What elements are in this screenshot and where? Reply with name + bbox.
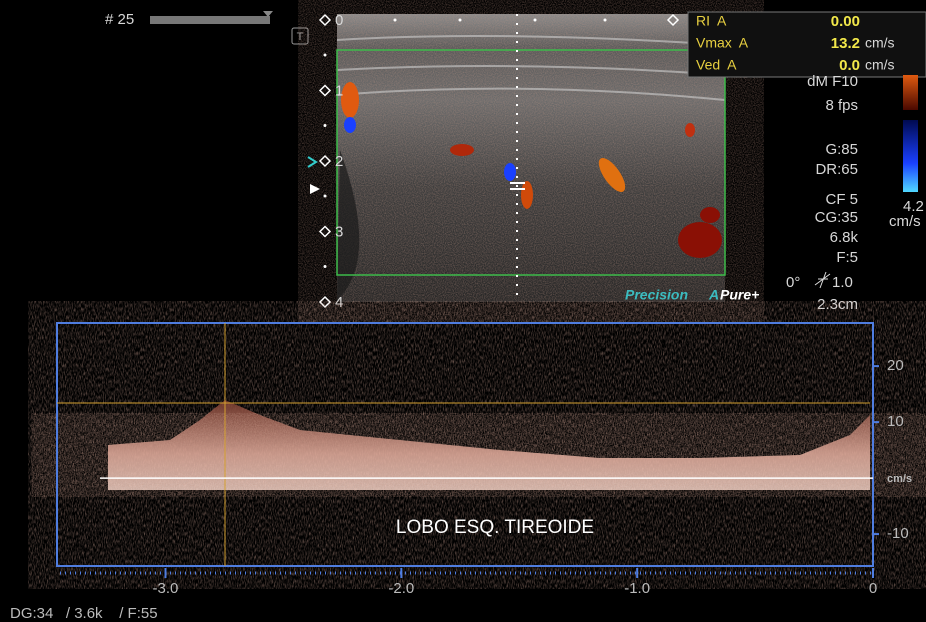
parameter: DR:65: [815, 161, 858, 178]
measurement-unit: cm/s: [865, 57, 895, 73]
ultrasound-screen: # 25 T 01234 RI A0.00Vmax A13.2cm/sVed A…: [0, 0, 926, 622]
angle: 0°: [786, 274, 800, 291]
depth-dot: [324, 195, 327, 198]
measurement-value: 0.0: [839, 57, 860, 74]
focus-marker: [310, 184, 320, 194]
page: # 25 T 01234 RI A0.00Vmax A13.2cm/sVed A…: [0, 0, 926, 622]
top-dot: [394, 19, 397, 22]
y-tick-label: -10: [887, 525, 909, 542]
b-mode-texture: [337, 14, 725, 302]
focal-marker: [308, 157, 316, 167]
depth-label: 4: [335, 294, 343, 311]
measurement-value: 0.00: [831, 13, 860, 30]
frame-number: # 25: [105, 11, 134, 28]
top-dot: [534, 19, 537, 22]
depth-label: 2: [335, 153, 343, 170]
y-tick-label: 10: [887, 413, 904, 430]
y-unit: cm/s: [887, 473, 912, 485]
depth-diamond: [320, 156, 330, 166]
parameter: 8 fps: [825, 97, 858, 114]
depth-dot: [324, 54, 327, 57]
depth-diamond: [320, 297, 330, 307]
x-tick-label: 0: [869, 580, 877, 597]
parameter: CF 5: [825, 191, 858, 208]
steer-icon: [815, 272, 830, 288]
measurement-unit: cm/s: [865, 35, 895, 51]
color-scale-unit: cm/s: [889, 213, 921, 230]
depth-diamond: [320, 86, 330, 96]
frame-slider: [150, 16, 270, 24]
depth-diamond: [320, 15, 330, 25]
spectrum-signal-texture: [108, 420, 870, 490]
y-tick-label: 20: [887, 357, 904, 374]
annotation: LOBO ESQ. TIREOIDE: [396, 517, 594, 538]
parameters: dM F10 8 fps G:85 DR:65 CF 5CG:35 6.8k F:5: [807, 73, 858, 266]
brand-pure: Pure+: [720, 287, 759, 303]
measurement-label: Vmax A: [696, 35, 749, 51]
x-tick-label: -2.0: [388, 580, 414, 597]
depth-label: 0: [335, 12, 343, 29]
parameter: CG:35: [815, 209, 858, 226]
gate-bottom: [510, 188, 525, 190]
color-bar-negative: [903, 120, 918, 192]
x-tick-label: -3.0: [153, 580, 179, 597]
color-bar-positive: [903, 75, 918, 110]
measurement-label: Ved A: [696, 57, 737, 73]
parameter: dM F10: [807, 73, 858, 90]
depth-dot: [324, 124, 327, 127]
x-tick-label: -1.0: [624, 580, 650, 597]
depth-dot: [324, 265, 327, 268]
measurement-value: 13.2: [831, 35, 860, 52]
top-dot: [604, 19, 607, 22]
parameter: F:5: [836, 249, 858, 266]
depth-label: 1: [335, 82, 343, 99]
gate-size: 2.3cm: [817, 296, 858, 313]
gate-top: [510, 182, 525, 184]
top-dot: [459, 19, 462, 22]
brand-a: A: [708, 287, 719, 303]
t-icon-label: T: [297, 31, 304, 43]
measurement-label: RI A: [696, 13, 727, 29]
brand-precision: Precision: [625, 287, 688, 303]
depth-label: 3: [335, 223, 343, 240]
steer: 1.0: [832, 274, 853, 291]
parameter: 6.8k: [830, 229, 859, 246]
parameter: G:85: [825, 141, 858, 158]
footer: DG:34 / 3.6k / F:55: [10, 605, 158, 622]
depth-diamond: [320, 227, 330, 237]
